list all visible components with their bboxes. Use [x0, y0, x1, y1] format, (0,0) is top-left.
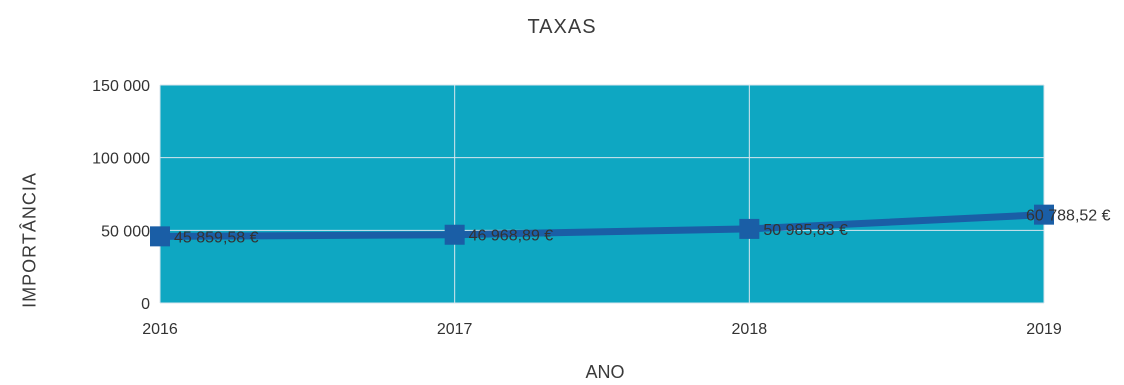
data-label: 50 985,83 € [763, 222, 848, 239]
series-marker [739, 218, 760, 239]
series-marker [1034, 204, 1054, 225]
plot-area [160, 85, 1044, 303]
data-label: 45 859,58 € [174, 229, 259, 246]
y-tick-label: 100 000 [92, 151, 150, 168]
y-tick-label: 150 000 [92, 78, 150, 95]
data-label: 46 968,89 € [469, 228, 554, 245]
data-label: 60 788,52 € [1026, 208, 1111, 225]
x-tick-label: 2019 [1026, 321, 1062, 338]
series-marker [150, 226, 170, 247]
chart-title: TAXAS [527, 16, 597, 38]
x-tick-label: 2017 [437, 321, 473, 338]
y-tick-label: 0 [141, 296, 150, 313]
series-marker [444, 224, 465, 245]
x-axis-title: ANO [585, 362, 625, 382]
y-tick-label: 50 000 [101, 223, 150, 240]
series-line [156, 211, 1048, 240]
x-tick-label: 2018 [732, 321, 768, 338]
x-tick-label: 2016 [142, 321, 178, 338]
